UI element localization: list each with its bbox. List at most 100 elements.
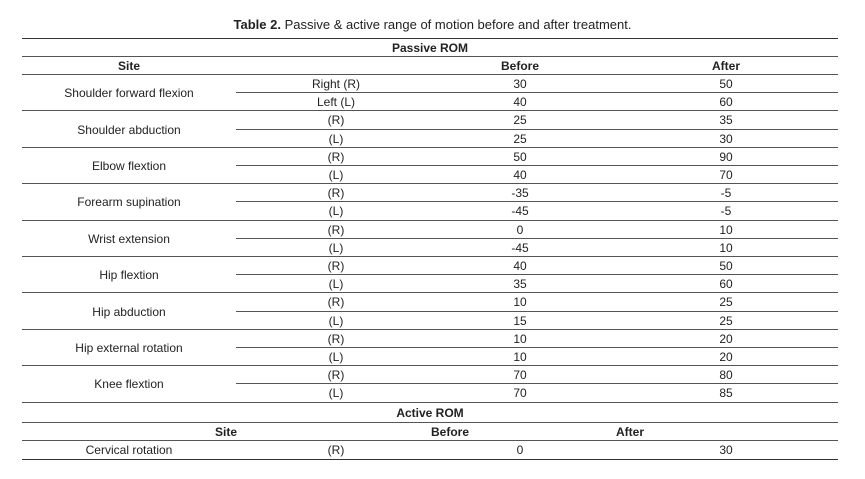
side-divider — [236, 237, 838, 239]
before-cell: 10 — [513, 295, 527, 310]
active-header-before: Before — [430, 425, 469, 439]
row-rule — [22, 365, 838, 367]
site-cell: Knee flextion — [94, 377, 164, 392]
after-cell: -5 — [720, 186, 732, 201]
active-heading-rule — [22, 422, 838, 423]
table-caption-text: Passive & active range of motion before … — [284, 17, 632, 32]
active-rom-heading: Active ROM — [396, 406, 464, 420]
side-divider — [236, 310, 838, 312]
active-before-cell: 0 — [516, 443, 524, 457]
side-cell: (L) — [328, 313, 344, 328]
after-cell: 60 — [719, 277, 733, 292]
side-cell: (L) — [328, 240, 344, 255]
site-cell: Forearm supination — [77, 195, 181, 210]
side-cell: (L) — [328, 350, 344, 364]
after-cell: 85 — [719, 386, 733, 401]
side-cell: (R) — [327, 368, 345, 383]
side-cell: (L) — [328, 131, 344, 146]
side-divider — [236, 92, 838, 94]
side-divider — [236, 383, 838, 385]
side-cell: (R) — [327, 113, 345, 128]
before-cell: 10 — [513, 350, 527, 364]
after-cell: 70 — [719, 168, 733, 182]
row-rule — [22, 292, 838, 294]
after-cell: 10 — [719, 222, 733, 237]
after-cell: 35 — [719, 113, 733, 128]
side-cell: (L) — [328, 168, 344, 182]
table-top-rule — [22, 38, 838, 39]
after-cell: 50 — [719, 259, 733, 273]
before-cell: 70 — [513, 386, 527, 401]
side-divider — [236, 165, 838, 166]
side-cell: Left (L) — [316, 95, 355, 110]
side-divider — [236, 128, 838, 130]
after-cell: 50 — [719, 77, 733, 91]
before-cell: 25 — [513, 131, 527, 146]
side-cell: (R) — [327, 259, 345, 273]
table-bottom-rule — [22, 459, 838, 460]
before-cell: 15 — [513, 313, 527, 328]
passive-rom-heading: Passive ROM — [391, 41, 469, 55]
header-site: Site — [117, 59, 140, 73]
side-cell: (L) — [328, 204, 344, 219]
row-rule — [22, 401, 838, 403]
after-cell: 25 — [719, 295, 733, 310]
before-cell: -35 — [511, 186, 529, 201]
before-cell: 50 — [513, 149, 527, 164]
side-cell: (R) — [327, 149, 345, 164]
before-cell: 35 — [513, 277, 527, 292]
before-cell: 25 — [513, 113, 527, 128]
site-cell: Shoulder forward flexion — [64, 86, 194, 101]
active-side-cell: (R) — [327, 443, 345, 457]
site-cell: Wrist extension — [88, 231, 170, 246]
after-cell: 25 — [719, 313, 733, 328]
row-rule — [22, 146, 838, 148]
row-rule — [22, 183, 838, 185]
before-cell: 70 — [513, 368, 527, 383]
before-cell: 0 — [516, 222, 524, 237]
before-cell: -45 — [511, 204, 529, 219]
row-rule — [22, 328, 838, 330]
site-cell: Hip flextion — [99, 268, 159, 283]
side-cell: (R) — [327, 222, 345, 237]
row-rule — [22, 256, 838, 257]
before-cell: -45 — [511, 240, 529, 255]
before-cell: 40 — [513, 95, 527, 110]
before-cell: 30 — [513, 77, 527, 91]
before-cell: 40 — [513, 259, 527, 273]
before-cell: 40 — [513, 168, 527, 182]
side-divider — [236, 347, 838, 348]
after-cell: 80 — [719, 368, 733, 383]
side-cell: (L) — [328, 386, 344, 401]
site-cell: Shoulder abduction — [77, 122, 181, 137]
active-header-rule — [22, 440, 838, 441]
site-cell: Hip abduction — [92, 304, 166, 319]
after-cell: 60 — [719, 95, 733, 110]
active-header-site: Site — [214, 425, 237, 439]
side-cell: (R) — [327, 186, 345, 201]
side-cell: (L) — [328, 277, 344, 292]
header-before: Before — [500, 59, 539, 73]
side-cell: (R) — [327, 295, 345, 310]
after-cell: 90 — [719, 149, 733, 164]
header-after: After — [711, 59, 740, 73]
active-site-cell: Cervical rotation — [85, 443, 173, 457]
header-rule — [22, 74, 838, 75]
passive-heading-rule — [22, 56, 838, 57]
side-divider — [236, 201, 838, 203]
row-rule — [22, 219, 838, 221]
after-cell: 20 — [719, 331, 733, 346]
after-cell: 30 — [719, 131, 733, 146]
active-after-cell: 30 — [719, 443, 733, 457]
side-cell: (R) — [327, 331, 345, 346]
after-cell: -5 — [720, 204, 732, 219]
site-cell: Hip external rotation — [75, 341, 183, 355]
after-cell: 20 — [719, 350, 733, 364]
site-cell: Elbow flextion — [91, 159, 167, 173]
table-caption-label: Table 2. — [233, 17, 281, 32]
after-cell: 10 — [719, 240, 733, 255]
side-divider — [236, 274, 838, 276]
row-rule — [22, 110, 838, 112]
active-header-after: After — [615, 425, 644, 439]
side-cell: Right (R) — [311, 77, 360, 91]
